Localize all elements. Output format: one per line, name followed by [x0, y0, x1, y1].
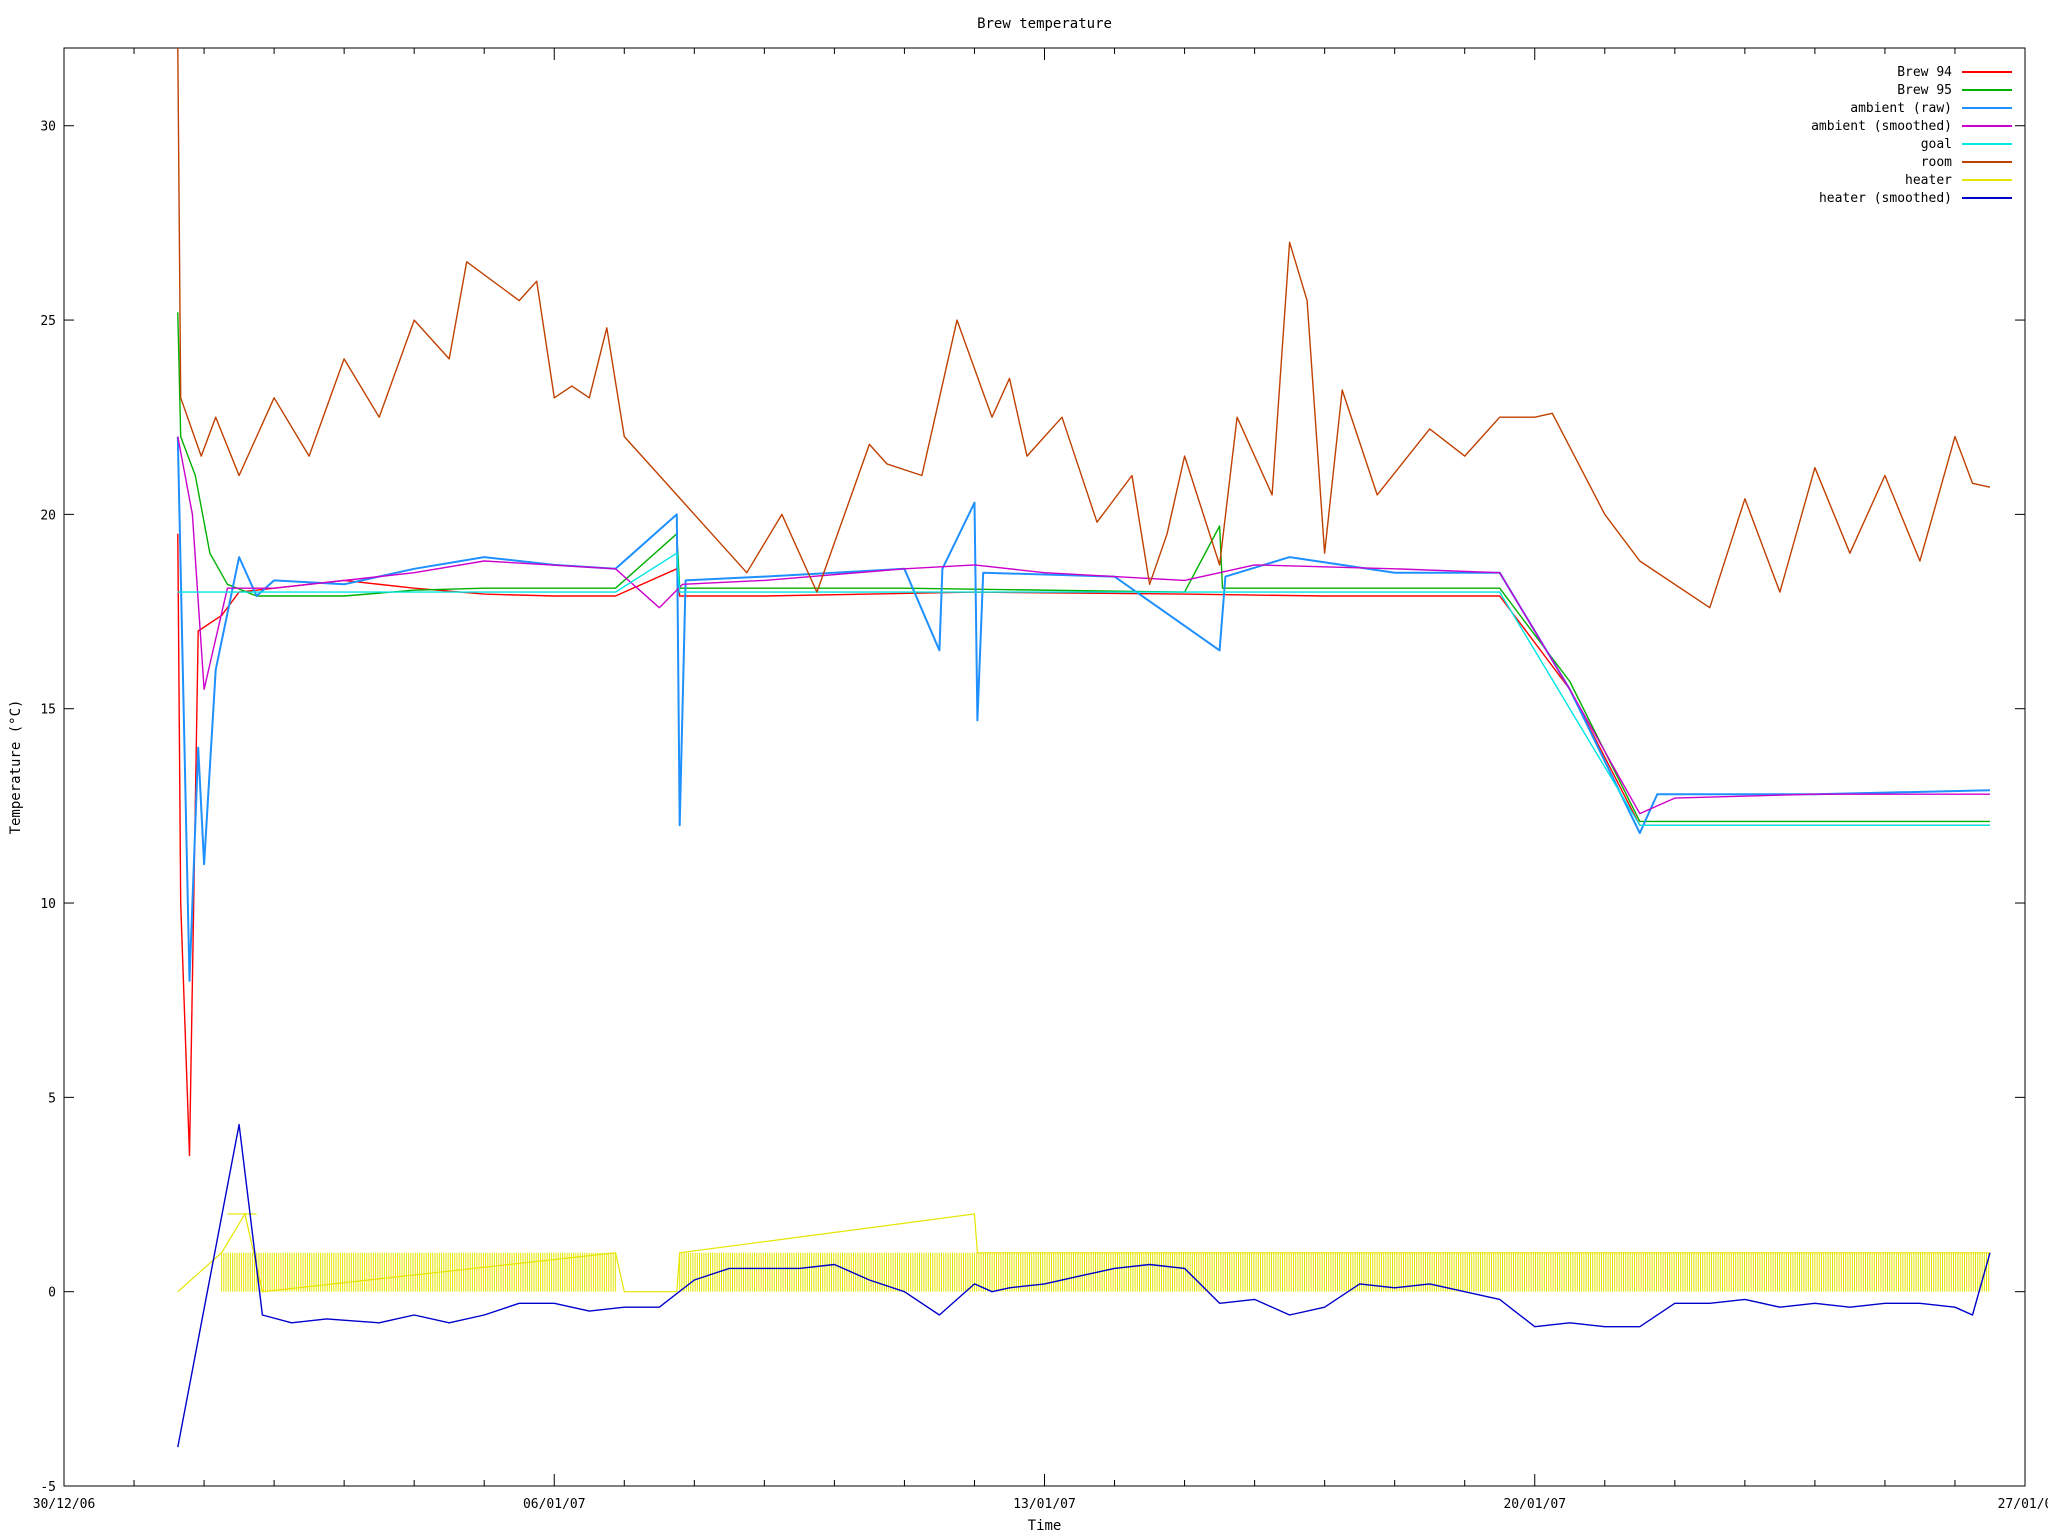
x-tick-label: 27/01/0 — [1998, 1497, 2048, 1512]
y-tick-label: 15 — [40, 703, 56, 718]
y-tick-label: 20 — [40, 508, 56, 523]
legend-label: heater (smoothed) — [1819, 191, 1952, 206]
x-tick-label: 06/01/07 — [523, 1497, 586, 1512]
legend-label: ambient (smoothed) — [1811, 119, 1952, 134]
legend-label: room — [1921, 155, 1952, 170]
series-line — [177, 552, 1990, 826]
series-line — [177, 436, 1990, 815]
series-heater-smoothed- — [177, 1123, 1991, 1448]
series-room — [177, 47, 1991, 609]
series-ambient-smoothed- — [177, 436, 1990, 815]
legend-label: ambient (raw) — [1850, 101, 1952, 116]
y-tick-label: 5 — [48, 1091, 56, 1106]
x-tick-label: 13/01/07 — [1013, 1497, 1076, 1512]
legend-label: heater — [1905, 173, 1952, 188]
y-tick-label: -5 — [40, 1480, 56, 1495]
legend-label: Brew 94 — [1897, 65, 1952, 80]
series-brew-94 — [177, 533, 1990, 1157]
series-ambient-raw- — [176, 436, 1991, 982]
series-layer — [176, 47, 1991, 1448]
series-goal — [177, 552, 1990, 826]
heater-line — [177, 1212, 1990, 1293]
y-axis-label: Temperature (°C) — [8, 700, 24, 835]
series-line — [177, 1123, 1991, 1448]
x-axis-label: Time — [1028, 1518, 1062, 1534]
y-tick-label: 0 — [48, 1286, 56, 1301]
series-line — [177, 533, 1990, 1157]
chart-title: Brew temperature — [977, 16, 1112, 32]
legend-label: goal — [1921, 137, 1952, 152]
x-tick-label: 30/12/06 — [33, 1497, 96, 1512]
series-line — [176, 436, 1991, 982]
y-tick-label: 25 — [40, 314, 56, 329]
x-tick-label: 20/01/07 — [1503, 1497, 1566, 1512]
axes: -5 0 5 10 15 20 25 30 30/12/06 06/01/07 13/01/07 20… — [33, 47, 2048, 1512]
y-tick-label: 30 — [40, 120, 56, 135]
legend: Brew 94 Brew 95 ambient (raw) ambient (smoo… — [1811, 65, 2012, 206]
y-tick-label: 10 — [40, 897, 56, 912]
series-line — [177, 47, 1991, 609]
legend-label: Brew 95 — [1897, 83, 1952, 98]
